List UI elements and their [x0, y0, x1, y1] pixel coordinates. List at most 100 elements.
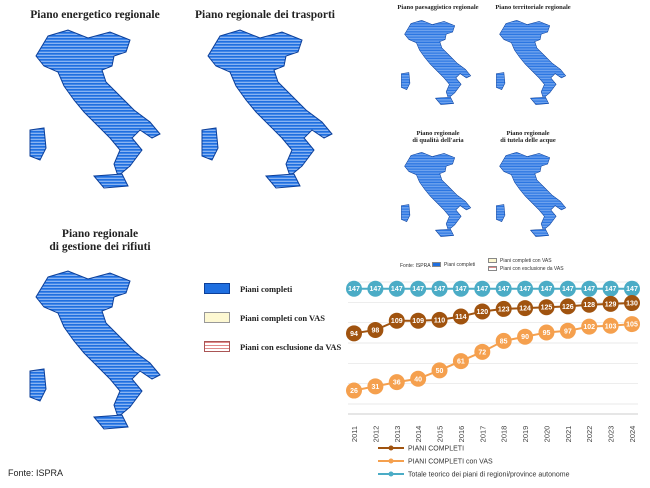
data-label: 129: [605, 301, 617, 308]
x-tick-label: 2018: [500, 426, 509, 443]
legend-label: PIANI COMPLETI: [408, 446, 464, 453]
legend-swatch-esclusione: [204, 341, 230, 352]
data-label: 147: [541, 286, 553, 293]
small-legend-completi-vas: Piani completi con VAS: [488, 258, 552, 264]
data-label: 102: [583, 324, 595, 331]
x-tick-label: 2016: [457, 426, 466, 443]
data-label: 147: [562, 286, 574, 293]
data-point: [367, 280, 384, 297]
legend-label-completi: Piani completi: [240, 283, 293, 294]
small-legend-swatch-esclusione: [488, 266, 497, 272]
data-point: [388, 280, 405, 297]
legend-label: Totale teorico dei piani di regioni/prov…: [408, 472, 570, 479]
title-piano-paesaggistico: Piano paesaggistico regionale: [397, 4, 479, 11]
data-label: 36: [393, 380, 401, 387]
data-label: 95: [543, 330, 551, 337]
data-label: 72: [478, 349, 486, 356]
data-point: [388, 312, 405, 329]
small-fonte: Fonte: ISPRA: [400, 263, 431, 269]
data-point: [367, 321, 384, 338]
data-point: [474, 280, 491, 297]
data-point: [624, 295, 640, 312]
data-point: [410, 370, 427, 387]
data-label: 120: [476, 309, 488, 316]
x-tick-label: 2015: [436, 426, 445, 443]
data-label: 147: [391, 286, 403, 293]
map-piano-rifiuti: [18, 262, 168, 442]
map-piano-territoriale: [490, 16, 570, 111]
data-point: [624, 280, 640, 297]
small-legend-swatch-vas: [488, 258, 497, 264]
map-piano-aria: [395, 148, 475, 243]
data-label: 147: [348, 286, 360, 293]
data-label: 147: [519, 286, 531, 293]
title-piano-rifiuti-line1: Piano regionale: [61, 228, 139, 240]
fonte-label: Fonte: ISPRA: [8, 468, 64, 478]
small-legend-label-completi: Piani completi: [444, 262, 476, 268]
title-piano-acque-line1: Piano regionale: [506, 130, 550, 137]
data-label: 147: [434, 286, 446, 293]
x-tick-label: 2023: [607, 426, 616, 443]
small-legend-swatch-completi: [432, 262, 441, 268]
data-label: 126: [562, 304, 574, 311]
data-point: [559, 298, 576, 315]
data-label: 109: [391, 318, 403, 325]
x-tick-label: 2017: [478, 426, 487, 443]
legend-marker: [388, 445, 394, 451]
data-label: 147: [476, 286, 488, 293]
x-tick-label: 2011: [350, 426, 359, 442]
data-point: [346, 325, 362, 342]
x-tick-label: 2019: [521, 426, 530, 443]
title-piano-aria: Piano regionale di qualità dell'aria: [398, 130, 478, 145]
title-piano-aria-line1: Piano regionale: [416, 130, 460, 137]
data-point: [346, 382, 362, 399]
small-legend-label-vas: Piani completi con VAS: [500, 258, 552, 264]
data-point: [581, 280, 598, 297]
legend-label-completi-vas: Piani completi con VAS: [240, 312, 325, 323]
data-point: [581, 296, 598, 313]
data-label: 124: [519, 306, 531, 313]
legend-marker: [388, 458, 394, 464]
data-label: 114: [455, 314, 466, 321]
data-point: [538, 280, 555, 297]
data-point: [410, 280, 427, 297]
small-legend-label-esclusione: Piani con esclusione da VAS: [500, 266, 564, 272]
data-label: 26: [350, 388, 358, 395]
small-legend-completi: Piani completi: [432, 262, 475, 268]
legend-piani-completi-vas: Piani completi con VAS: [204, 312, 325, 323]
data-label: 109: [412, 318, 424, 325]
data-label: 128: [583, 302, 595, 309]
x-tick-label: 2021: [564, 426, 573, 443]
data-point: [559, 322, 576, 339]
data-label: 61: [457, 359, 465, 366]
data-label: 147: [498, 286, 510, 293]
data-point: [410, 312, 427, 329]
small-legend-esclusione: Piani con esclusione da VAS: [488, 266, 564, 272]
data-point: [346, 280, 362, 297]
title-piano-territoriale: Piano territoriale regionale: [495, 4, 571, 11]
data-point: [517, 328, 534, 345]
title-piano-acque: Piano regionale di tutela delle acque: [488, 130, 568, 145]
data-label: 110: [434, 317, 445, 324]
data-point: [452, 353, 469, 370]
legend-label: PIANI COMPLETI con VAS: [408, 459, 493, 466]
legend-swatch-completi-vas: [204, 312, 230, 323]
x-tick-label: 2012: [371, 426, 380, 443]
legend-marker: [388, 471, 394, 477]
data-point: [452, 280, 469, 297]
title-piano-acque-line2: di tutela delle acque: [500, 137, 556, 145]
data-point: [431, 311, 448, 328]
map-piano-paesaggistico: [395, 16, 475, 111]
data-point: [602, 295, 619, 312]
data-point: [495, 280, 512, 297]
line-chart: 147 147 147 147 147 147 147 147 147 147 147 147 147 1…: [346, 280, 640, 479]
title-piano-rifiuti-line2: di gestione dei rifiuti: [49, 241, 151, 254]
data-point: [624, 316, 640, 333]
data-label: 105: [626, 322, 638, 329]
data-point: [517, 280, 534, 297]
data-point: [581, 318, 598, 335]
data-label: 50: [436, 368, 444, 375]
legend-label-esclusione: Piani con esclusione da VAS: [240, 341, 342, 352]
data-point: [474, 343, 491, 360]
x-tick-label: 2024: [628, 426, 637, 443]
